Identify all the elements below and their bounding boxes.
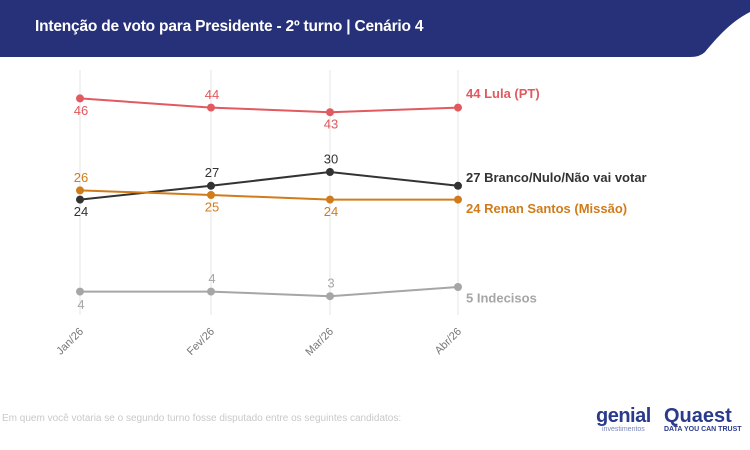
data-point [76,94,84,103]
data-label: 3 [327,276,334,291]
footnote: Em quem você votaria se o segundo turno … [2,413,402,424]
series-end-label: 27 Branco/Nulo/Não vai votar [466,170,647,185]
data-point [76,186,84,195]
data-point [454,283,462,291]
x-tick-label: Abr/26 [433,326,464,357]
data-label: 24 [324,204,338,219]
data-label: 27 [205,165,219,180]
data-label: 26 [74,170,88,185]
data-label: 24 [74,204,88,219]
data-label: 44 [205,87,219,102]
data-point [207,103,215,112]
data-point [207,287,215,296]
data-point [326,292,334,301]
data-label: 4 [208,271,215,286]
data-label: 46 [74,103,88,118]
series-end-label: 5 Indecisos [466,290,537,305]
data-point [454,103,462,112]
series-line [79,189,458,201]
series-end-label: 44 Lula (PT) [466,86,540,101]
data-point [207,191,215,199]
data-label: 30 [324,151,338,166]
x-tick-label: Mar/26 [303,326,336,359]
data-label: 4 [77,297,84,312]
data-point [326,108,334,117]
data-point [454,195,462,204]
series-end-label: 24 Renan Santos (Missão) [466,201,627,216]
data-point [454,181,462,190]
quaest-logo-text: Quaest [664,405,732,427]
series-line [79,97,459,114]
series-line [79,170,459,201]
series-line [80,286,459,298]
page-title: Intenção de voto para Presidente - 2º tu… [35,18,424,35]
genial-logo-text: genial [596,405,651,427]
data-point [76,195,84,204]
data-point [326,195,334,204]
data-label: 25 [205,199,219,214]
genial-logo: genial investimentos [596,406,651,434]
data-point [207,181,215,190]
data-point [326,168,334,176]
data-label: 43 [324,117,338,132]
x-tick-label: Jan/26 [54,326,86,358]
quaest-logo: Quaest DATA YOU CAN TRUST [664,406,742,434]
genial-logo-sub: investimentos [602,426,645,433]
header-banner [0,0,750,57]
quaest-logo-sub: DATA YOU CAN TRUST [664,426,742,433]
x-tick-label: Fev/26 [185,326,217,358]
data-point [76,287,84,296]
